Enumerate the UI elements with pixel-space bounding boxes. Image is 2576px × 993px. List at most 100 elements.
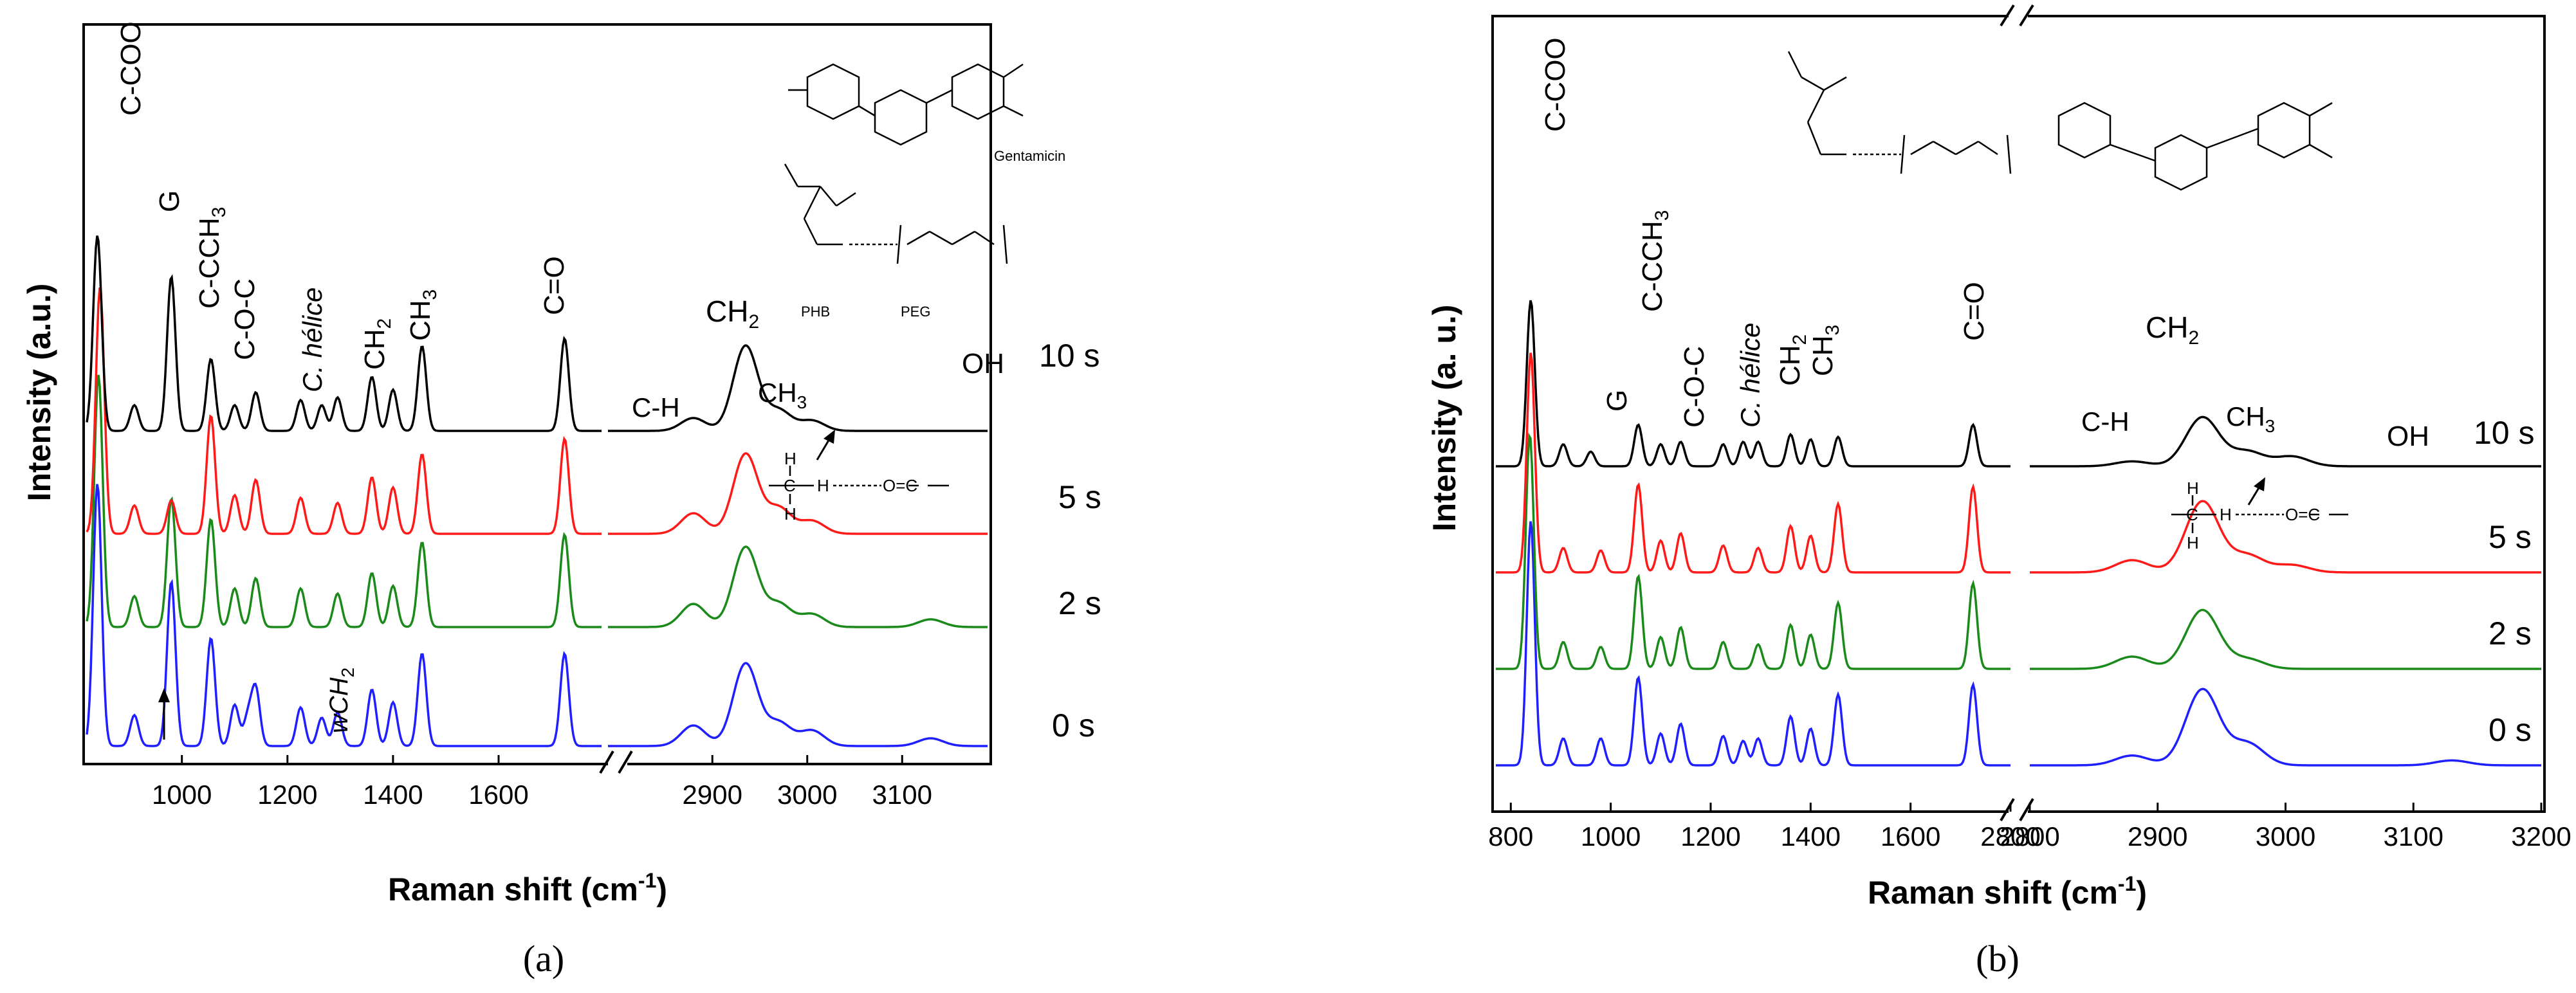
panel-a-phb-peg-structure-icon (784, 163, 1008, 264)
panel-a-spectrum-0s-segment-1 (86, 235, 602, 432)
panel-a-annot-ch2: CH2 (359, 318, 395, 370)
panel-a-annot-ch2-high: CH2 (706, 295, 759, 333)
panel-b-annot-c-helice: C. hélice (1735, 323, 1765, 428)
panel-b-x-tick-label-2800: 2800 (2000, 821, 2059, 852)
panel-b-phb-peg-structure-icon (1787, 51, 2012, 174)
panel-b-annot-ch3-high-sub: 3 (2265, 416, 2276, 436)
panel-b-x-axis-label-tail: ) (2136, 875, 2147, 911)
panel-b-annot-ch3-high: CH3 (2226, 401, 2275, 436)
panel-a-hbond-h-mid: H (817, 476, 829, 495)
panel-a-x-ticks: 1000 1200 1400 1600 2900 3000 3100 (152, 755, 932, 810)
panel-b-spectra (1496, 300, 2541, 767)
panel-a-annot-c-cch3-sub: 3 (208, 207, 230, 218)
panel-a-spectrum-10s-segment-2 (608, 662, 988, 747)
panel-b-frame (1491, 15, 2546, 813)
panel-b-y-axis-label: Intensity (a. u.) (1426, 305, 1462, 532)
panel-b-hbond-h-bottom: H (2187, 533, 2199, 552)
panel-b-annot-c-o: C=O (1958, 282, 1990, 341)
panel-b-spectrum-2s-segment-2 (2030, 500, 2541, 574)
panel-a-x-axis-label: Raman shift (cm-1) (388, 869, 667, 907)
panel-b-x-tick-label-800: 800 (1488, 821, 1533, 852)
panel-b-annot-oh: OH (2387, 421, 2429, 452)
panel-a-annot-ch3-high-text: CH (758, 378, 797, 408)
panel-b-annot-ch3-sub: 3 (1822, 325, 1843, 336)
panel-a-spectrum-0s-segment-2 (608, 344, 988, 432)
panel-a-spectrum-2s-segment-2 (608, 452, 988, 535)
panel-a-hbond-structure (769, 466, 949, 504)
panel-a-frame (82, 23, 992, 765)
panel-a-break-mark-2 (618, 750, 633, 774)
panel-b-x-tick-label-1200: 1200 (1680, 821, 1740, 852)
panel-a-break-mark-1 (599, 750, 614, 774)
panel-a-annot-wch2-sub: 2 (338, 668, 358, 678)
panel-b-annot-ch2-high: CH2 (2146, 311, 2199, 349)
panel-a-annot-ch3-sub: 3 (419, 289, 441, 300)
panel-b-spectrum-10s-segment-1 (1496, 521, 2010, 767)
panel-b-break-mark-4 (2019, 4, 2034, 27)
panel-a-x-axis-label-sup: -1 (638, 869, 656, 892)
panel-b-annot-ch3-high-text: CH (2226, 401, 2265, 432)
panel-a-annot-ch3-high: CH3 (758, 378, 807, 412)
panel-b-hbond-structure (2171, 495, 2348, 533)
panel-a-annot-c-h: C-H (632, 392, 680, 423)
panel-a-annot-wch2-text: wCH (325, 677, 353, 733)
panel-a-gentamicin-structure-icon (788, 63, 1024, 146)
panel-b-annot-c-coo: C-COO (1540, 37, 1571, 132)
panel-b-series-label-2s: 2 s (2489, 615, 2532, 651)
panel-a-hbond-c: C (784, 476, 796, 495)
panel-a-x-tick-label-1000: 1000 (152, 779, 212, 810)
panel-a-hbond-h-bottom: H (784, 504, 796, 524)
panel-b-annot-g: G (1601, 390, 1633, 412)
panel-a-x-tick-label-3100: 3100 (872, 779, 932, 810)
panel-b-x-tick-label-3000: 3000 (2256, 821, 2315, 852)
panel-b-break-mark-1 (2000, 797, 2015, 822)
panel-b-spectrum-10s-segment-2 (2030, 688, 2541, 767)
panel-a-x-tick-label-2900: 2900 (683, 779, 742, 810)
panel-a-annot-oh: OH (962, 348, 1004, 379)
panel-a-annot-c-cch3: C-CCH3 (194, 207, 230, 309)
panel-a-annot-g: G (154, 190, 185, 212)
panel-b-spectrum-5s-segment-1 (1496, 432, 2010, 670)
panel-a-annot-ch2-high-text: CH (706, 295, 748, 328)
panel-a-annot-c-helice: C. hélice (297, 287, 327, 392)
panel-b-annot-ch3-text: CH (1807, 335, 1839, 376)
panel-a-spectrum-10s-segment-1 (86, 484, 602, 747)
panel-a-phb-label: PHB (801, 304, 830, 320)
panel-b-annot-c-cch3-sub: 3 (1651, 210, 1673, 221)
panel-a: 1000 1200 1400 1600 2900 3000 3100 Intensity (… (21, 21, 1101, 979)
panel-b-x-axis-label-sup: -1 (2118, 872, 2136, 895)
panel-a-arrow-oh-icon (816, 430, 835, 460)
panel-b-annot-ch2-sub: 2 (1789, 334, 1810, 345)
panel-b-x-tick-label-3200: 3200 (2511, 821, 2571, 852)
panel-a-hbond-o-eq-c: O=C (883, 476, 917, 495)
panel-a-x-tick-label-3000: 3000 (777, 779, 837, 810)
panel-a-annot-c-o: C=O (538, 256, 570, 315)
panel-a-spectrum-2s-segment-1 (86, 287, 602, 535)
panel-a-x-tick-label-1200: 1200 (257, 779, 317, 810)
panel-a-annot-ch3: CH3 (405, 289, 441, 341)
panel-b-x-tick-label-3100: 3100 (2384, 821, 2443, 852)
panel-b-hbond-h-mid: H (2220, 505, 2232, 524)
panel-b-x-axis-label-main: Raman shift (cm (1868, 875, 2118, 911)
panel-a-spectrum-5s-segment-2 (608, 545, 988, 628)
panel-b-x-tick-label-1600: 1600 (1881, 821, 1940, 852)
panel-b-spectrum-0s-segment-1 (1496, 300, 2010, 468)
panel-a-series-label-0s: 0 s (1052, 707, 1095, 743)
panel-b-annot-ch3: CH3 (1807, 325, 1843, 376)
panel-b-spectrum-0s-segment-2 (2030, 415, 2541, 468)
panel-a-y-axis-label: Intensity (a.u.) (21, 284, 57, 502)
panel-a-annot-ch3-text: CH (405, 300, 436, 341)
panel-b-axis-break-gap-top (2009, 11, 2028, 21)
panel-a-arrow-up-icon (158, 688, 170, 740)
panel-b-x-tick-label-2900: 2900 (2128, 821, 2187, 852)
panel-a-spectrum-5s-segment-1 (86, 374, 602, 628)
panel-b-x-tick-label-1000: 1000 (1581, 821, 1641, 852)
panel-b-annot-ch2-high-text: CH (2146, 311, 2188, 344)
panel-b-hbond-c: C (2186, 505, 2198, 524)
panel-b-series-label-0s: 0 s (2489, 712, 2532, 748)
panel-b-gentamicin-structure-icon (2057, 102, 2333, 191)
panel-a-x-tick-label-1600: 1600 (468, 779, 528, 810)
panel-b-x-tick-label-1400: 1400 (1781, 821, 1841, 852)
